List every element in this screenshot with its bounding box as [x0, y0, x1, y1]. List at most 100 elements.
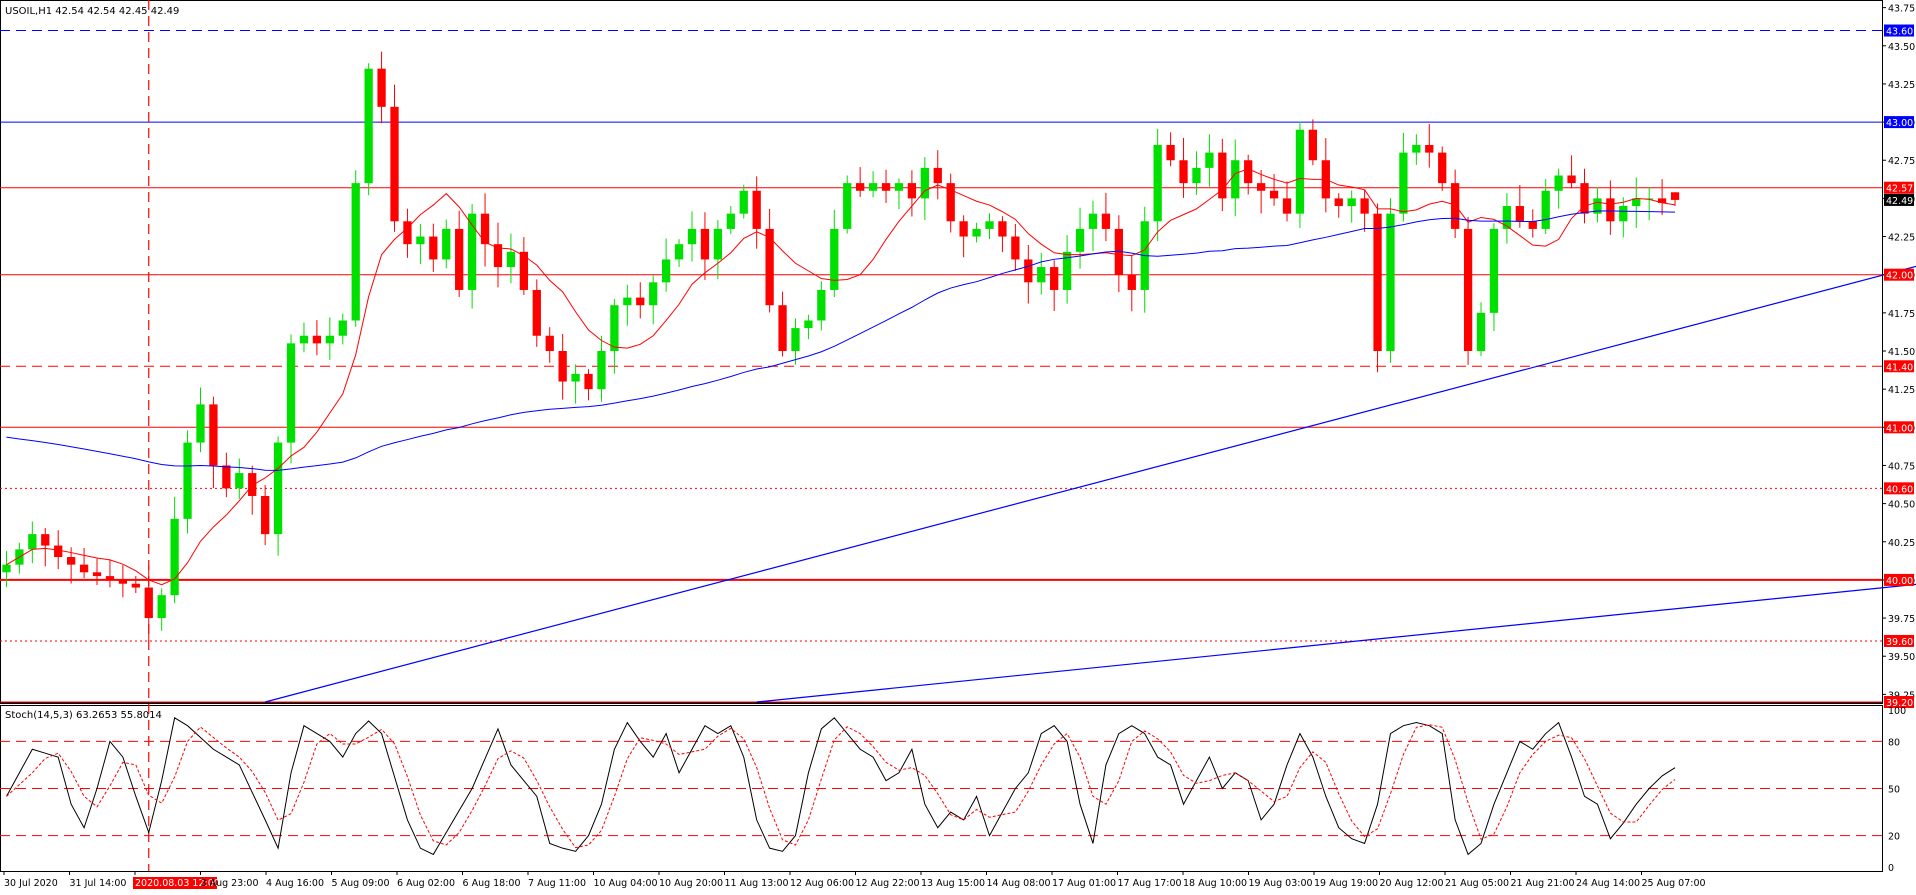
candle-body — [791, 328, 800, 351]
candle-body — [532, 289, 541, 336]
time-label: 10 Aug 04:00 — [594, 878, 658, 889]
candle — [907, 170, 917, 217]
candle — [1037, 252, 1046, 295]
candle-body — [894, 183, 904, 191]
time-label: 3 Aug 23:00 — [201, 878, 259, 889]
candle-body — [480, 213, 490, 245]
candle-body — [338, 320, 347, 336]
level-label: 41.40 — [1886, 362, 1913, 373]
candle — [1075, 207, 1085, 269]
trendline — [756, 583, 1916, 703]
candle — [661, 238, 671, 292]
time-label: 21 Aug 05:00 — [1445, 878, 1509, 889]
candle — [985, 213, 994, 240]
level-label: 40.00 — [1886, 576, 1913, 587]
candle-body — [907, 183, 917, 199]
candle — [674, 239, 684, 267]
candle — [1295, 121, 1305, 228]
price-tick-label: 42.75 — [1888, 156, 1915, 167]
candle — [1334, 193, 1343, 218]
candle-body — [54, 545, 63, 558]
candle — [1114, 215, 1123, 293]
level-label-box — [1884, 573, 1914, 586]
time-label: 17 Aug 01:00 — [1052, 878, 1116, 889]
candle — [105, 559, 115, 588]
level-label-box — [1884, 181, 1914, 194]
candle — [209, 396, 218, 489]
candle — [700, 212, 710, 280]
candle — [429, 223, 438, 273]
candle — [390, 84, 399, 232]
candle-body — [1412, 144, 1421, 153]
candle — [881, 169, 891, 203]
candle — [765, 208, 774, 313]
candle — [455, 210, 464, 297]
candle-body — [985, 221, 994, 229]
candle-body — [92, 572, 102, 577]
candle — [1256, 170, 1266, 214]
time-label: 17 Aug 17:00 — [1118, 878, 1182, 889]
level-label-box — [1884, 360, 1914, 373]
time-label: 7 Aug 11:00 — [528, 878, 586, 889]
candle — [351, 170, 360, 327]
candle-body — [1218, 152, 1227, 199]
level-label-box — [1884, 116, 1914, 129]
candle-body — [390, 106, 399, 222]
candle — [868, 171, 878, 198]
candle-body — [1580, 183, 1589, 214]
level-label-box — [1884, 24, 1914, 37]
stoch-signal-line — [6, 724, 1676, 849]
price-tick-label: 40.75 — [1888, 461, 1915, 472]
candle — [610, 299, 619, 374]
candle — [623, 284, 632, 326]
candle — [506, 233, 516, 284]
candle — [1088, 200, 1098, 252]
candle — [2, 551, 11, 588]
time-label: 12 Aug 06:00 — [790, 878, 854, 889]
candle — [1463, 216, 1473, 365]
price-tick-label: 41.75 — [1888, 309, 1915, 320]
level-label-box — [1884, 696, 1914, 708]
candle-body — [610, 305, 619, 351]
candle-body — [623, 297, 632, 306]
candle — [299, 322, 309, 353]
candle-body — [1399, 152, 1408, 214]
candle-body — [1657, 198, 1667, 203]
stoch-info: Stoch(14,5,3) 63.2653 55.8014 — [5, 710, 162, 721]
candle-body — [28, 534, 37, 550]
time-label: 25 Aug 07:00 — [1642, 878, 1706, 889]
time-label: 19 Aug 19:00 — [1314, 878, 1378, 889]
candle — [558, 333, 567, 400]
candle-body — [558, 351, 567, 382]
price-tick-label: 39.75 — [1888, 614, 1915, 625]
ma-fast-line — [6, 168, 1676, 586]
price-tick-label: 40.50 — [1888, 500, 1915, 511]
candle — [519, 237, 528, 295]
candle-body — [700, 228, 710, 260]
candle-body — [131, 583, 140, 588]
candle — [959, 215, 968, 258]
candle — [1606, 180, 1615, 235]
candle-body — [843, 183, 852, 229]
candle-body — [286, 343, 296, 443]
price-tick-label: 43.50 — [1888, 42, 1915, 53]
ma-slow-line — [6, 210, 1676, 471]
candle — [1438, 146, 1447, 191]
candle — [1231, 139, 1240, 217]
level-label: 39.20 — [1886, 698, 1913, 709]
candle — [480, 193, 490, 267]
candle — [1476, 302, 1486, 357]
candle-body — [1670, 192, 1680, 200]
level-label-box — [1884, 268, 1914, 281]
candle — [1489, 223, 1499, 332]
candle-body — [1231, 160, 1240, 199]
candle — [1515, 184, 1524, 228]
candle — [325, 317, 334, 360]
candle — [739, 184, 748, 219]
candle — [196, 387, 205, 453]
candle-body — [972, 228, 981, 237]
stoch-tick-label: 50 — [1888, 785, 1900, 796]
time-label: 21 Aug 21:00 — [1511, 878, 1575, 889]
